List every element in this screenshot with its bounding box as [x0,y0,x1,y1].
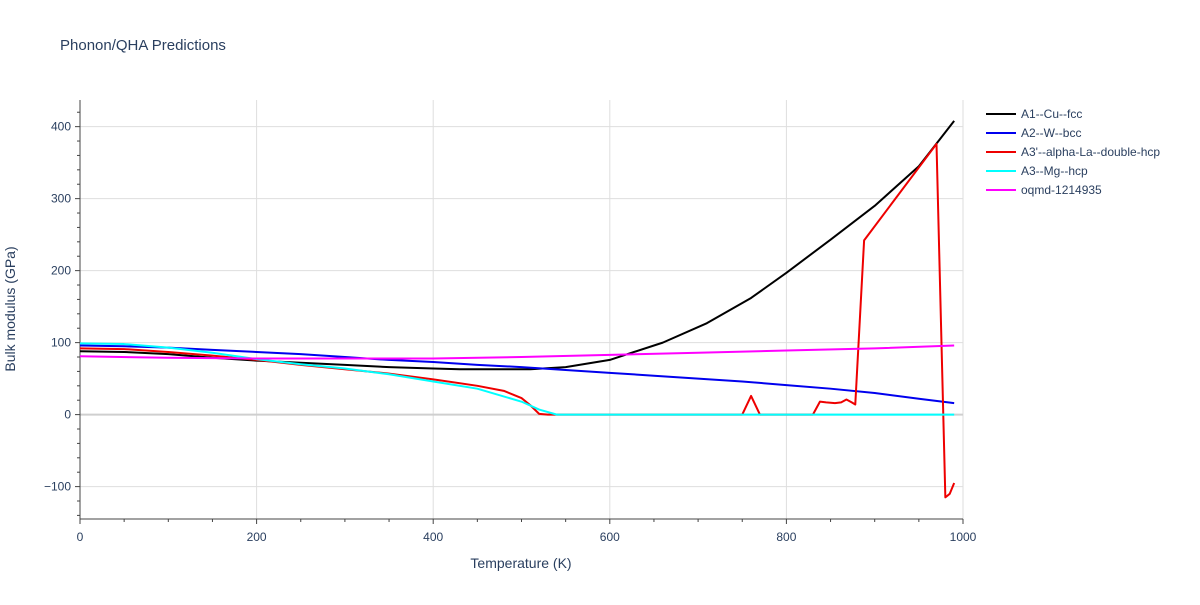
legend-label: A3'--alpha-La--double-hcp [1021,145,1160,159]
y-axis-title: Bulk modulus (GPa) [2,246,18,371]
legend-label: oqmd-1214935 [1021,183,1102,197]
series-layer [80,120,956,499]
series-line-2 [80,344,955,405]
y-tick-label: −100 [44,480,71,494]
y-tick-label: 200 [51,264,71,278]
legend-label: A1--Cu--fcc [1021,107,1082,121]
grid-layer [79,100,964,519]
y-tick-label: 0 [64,408,71,422]
x-tick-label: 800 [776,530,796,544]
x-axis-title: Temperature (K) [470,555,571,571]
series-line-4 [80,342,955,416]
legend: A1--Cu--fcc A2--W--bcc A3'--alpha-La--doub… [986,107,1160,197]
y-tick-label: 400 [51,120,71,134]
legend-label: A3--Mg--hcp [1021,164,1088,178]
x-tick-label: 200 [247,530,267,544]
x-tick-label: 1000 [950,530,977,544]
axes-layer: 0 200 400 600 800 1000 −100 0 100 200 300 400 [44,100,977,544]
series-line-3 [80,142,956,499]
x-tick-label: 600 [600,530,620,544]
chart-title: Phonon/QHA Predictions [60,37,226,54]
y-tick-label: 100 [51,336,71,350]
x-tick-label: 400 [423,530,443,544]
x-tick-label: 0 [77,530,84,544]
legend-label: A2--W--bcc [1021,126,1081,140]
y-tick-label: 300 [51,192,71,206]
series-line-5 [80,344,955,360]
series-line-1 [80,120,955,371]
